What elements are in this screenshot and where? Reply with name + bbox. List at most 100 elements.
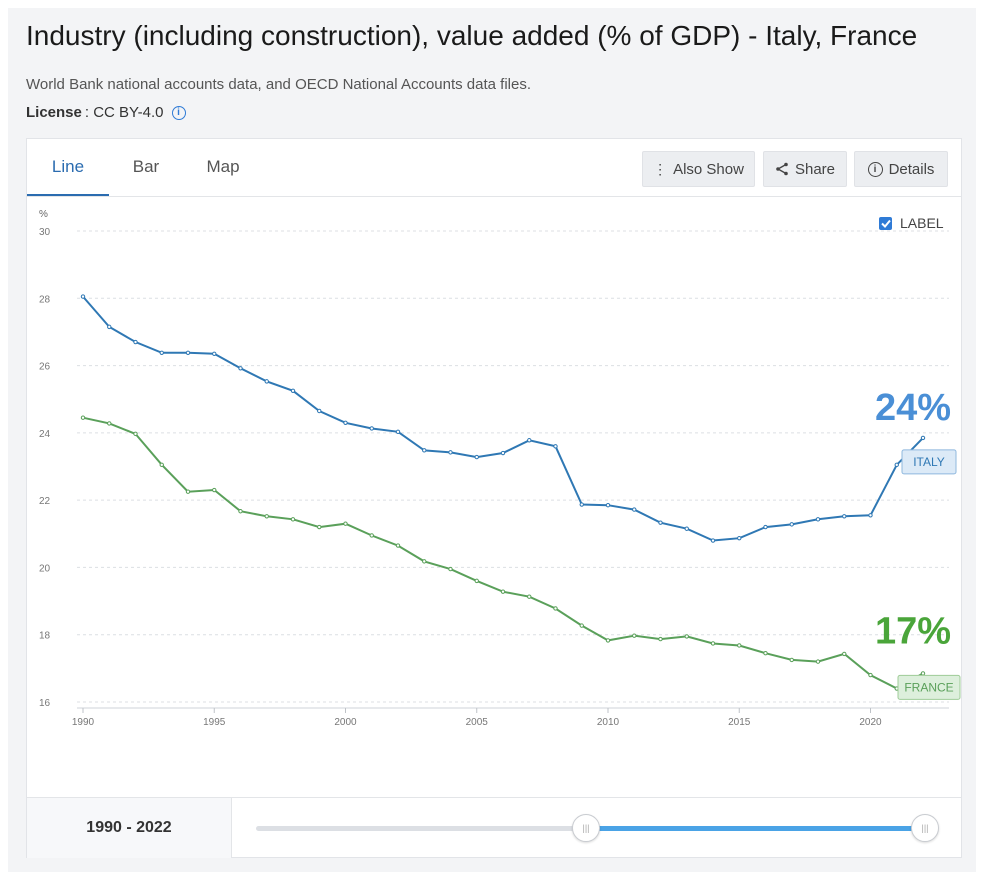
- data-point-italy[interactable]: [500, 450, 506, 456]
- data-point-italy[interactable]: [920, 435, 926, 441]
- data-point-france[interactable]: [527, 594, 532, 599]
- data-point-italy[interactable]: [684, 526, 689, 531]
- data-point-france[interactable]: [290, 517, 296, 522]
- x-tick-label: 2010: [597, 717, 620, 728]
- data-point-france[interactable]: [343, 521, 348, 526]
- data-point-france[interactable]: [500, 589, 506, 594]
- data-point-italy[interactable]: [369, 426, 374, 431]
- data-point-france[interactable]: [369, 533, 374, 538]
- slider-handle-start[interactable]: |||: [572, 814, 600, 842]
- data-point-france[interactable]: [212, 487, 217, 493]
- data-point-italy[interactable]: [185, 350, 191, 355]
- x-tick-label: 2020: [859, 717, 882, 728]
- chart-tabs: Line Bar Map ⋮ Also Show Share i Details: [27, 139, 961, 197]
- data-point-france[interactable]: [920, 671, 926, 676]
- data-point-france[interactable]: [185, 489, 191, 494]
- data-point-italy[interactable]: [395, 429, 401, 435]
- page: Industry (including construction), value…: [8, 8, 976, 872]
- data-point-france[interactable]: [842, 651, 847, 657]
- data-point-italy[interactable]: [422, 448, 427, 453]
- y-tick-label: 26: [39, 362, 51, 373]
- also-show-button[interactable]: ⋮ Also Show: [642, 151, 755, 187]
- x-tick-label: 2005: [466, 717, 489, 728]
- slider-handle-end[interactable]: |||: [911, 814, 939, 842]
- data-point-france[interactable]: [710, 641, 716, 646]
- data-point-france[interactable]: [815, 659, 821, 664]
- label-toggle[interactable]: LABEL: [879, 215, 944, 231]
- y-tick-label: 24: [39, 429, 51, 440]
- tab-bar[interactable]: Bar: [132, 157, 160, 176]
- data-point-france[interactable]: [238, 509, 243, 514]
- data-point-france[interactable]: [737, 643, 742, 648]
- data-point-italy[interactable]: [80, 294, 86, 299]
- details-button[interactable]: i Details: [854, 151, 948, 187]
- data-point-france[interactable]: [868, 672, 873, 678]
- source-note: World Bank national accounts data, and O…: [26, 76, 532, 93]
- data-point-italy[interactable]: [290, 388, 296, 394]
- y-tick-labels: 16 18 20 22 24 26 28 30: [39, 227, 51, 709]
- data-point-france[interactable]: [684, 634, 689, 639]
- data-point-italy[interactable]: [448, 450, 453, 455]
- share-button[interactable]: Share: [763, 151, 847, 187]
- data-point-italy[interactable]: [317, 408, 322, 414]
- data-point-italy[interactable]: [763, 524, 768, 530]
- data-point-italy[interactable]: [264, 379, 269, 384]
- data-point-france[interactable]: [317, 524, 322, 530]
- y-tick-label: 28: [39, 294, 51, 305]
- x-axis: 1990 1995 2000 2005 2010 2015 2020: [72, 707, 949, 728]
- slider-selected-range: [585, 826, 925, 831]
- tab-map[interactable]: Map: [206, 157, 240, 176]
- data-point-italy[interactable]: [133, 339, 138, 345]
- range-bar: 1990 - 2022 ||| |||: [27, 797, 961, 858]
- share-label: Share: [794, 160, 836, 178]
- data-point-italy[interactable]: [343, 420, 348, 425]
- data-point-france[interactable]: [789, 657, 794, 663]
- page-title: Industry (including construction), value…: [26, 20, 918, 51]
- data-point-italy[interactable]: [579, 502, 584, 507]
- data-point-italy[interactable]: [842, 514, 847, 519]
- y-tick-label: 16: [39, 698, 51, 709]
- y-tick-label: 30: [39, 227, 51, 238]
- data-point-italy[interactable]: [710, 538, 716, 543]
- data-point-france[interactable]: [133, 431, 138, 437]
- data-point-france[interactable]: [474, 578, 479, 584]
- x-tick-label: 1995: [203, 717, 226, 728]
- data-point-france[interactable]: [80, 415, 86, 420]
- data-point-france[interactable]: [632, 633, 637, 638]
- series-line-france: [82, 416, 924, 690]
- data-point-italy[interactable]: [474, 454, 479, 460]
- data-point-france[interactable]: [395, 543, 401, 548]
- data-point-italy[interactable]: [553, 444, 558, 449]
- data-point-france[interactable]: [658, 636, 663, 642]
- data-point-france[interactable]: [264, 514, 269, 519]
- data-point-france[interactable]: [448, 566, 453, 572]
- data-point-italy[interactable]: [238, 366, 243, 371]
- series-label-box-italy: [901, 449, 957, 475]
- x-tick-label: 1990: [72, 717, 95, 728]
- data-point-italy[interactable]: [212, 351, 217, 356]
- data-point-italy[interactable]: [632, 507, 637, 512]
- tab-line[interactable]: Line: [27, 139, 109, 196]
- data-point-france[interactable]: [605, 638, 611, 643]
- data-point-france[interactable]: [107, 421, 112, 426]
- share-icon: [776, 162, 788, 176]
- data-point-italy[interactable]: [658, 520, 663, 525]
- data-point-italy[interactable]: [527, 438, 532, 443]
- data-point-italy[interactable]: [894, 462, 899, 468]
- data-point-italy[interactable]: [868, 513, 873, 518]
- data-point-france[interactable]: [553, 606, 558, 611]
- data-point-italy[interactable]: [815, 517, 821, 522]
- data-point-france[interactable]: [579, 623, 584, 628]
- data-point-france[interactable]: [422, 559, 427, 564]
- data-point-italy[interactable]: [605, 502, 611, 508]
- line-chart: % 16 18 20 22 24 26 28 30 1990 1995 2000 2005 2010 2…: [39, 209, 961, 728]
- data-point-italy[interactable]: [789, 522, 794, 527]
- label-checkbox[interactable]: [879, 217, 892, 230]
- data-point-italy[interactable]: [159, 350, 164, 355]
- data-point-italy[interactable]: [107, 324, 112, 330]
- info-icon[interactable]: i: [171, 105, 186, 120]
- data-point-france[interactable]: [763, 651, 768, 656]
- data-point-italy[interactable]: [737, 535, 742, 541]
- series-line-italy: [82, 295, 924, 542]
- data-point-france[interactable]: [159, 462, 164, 468]
